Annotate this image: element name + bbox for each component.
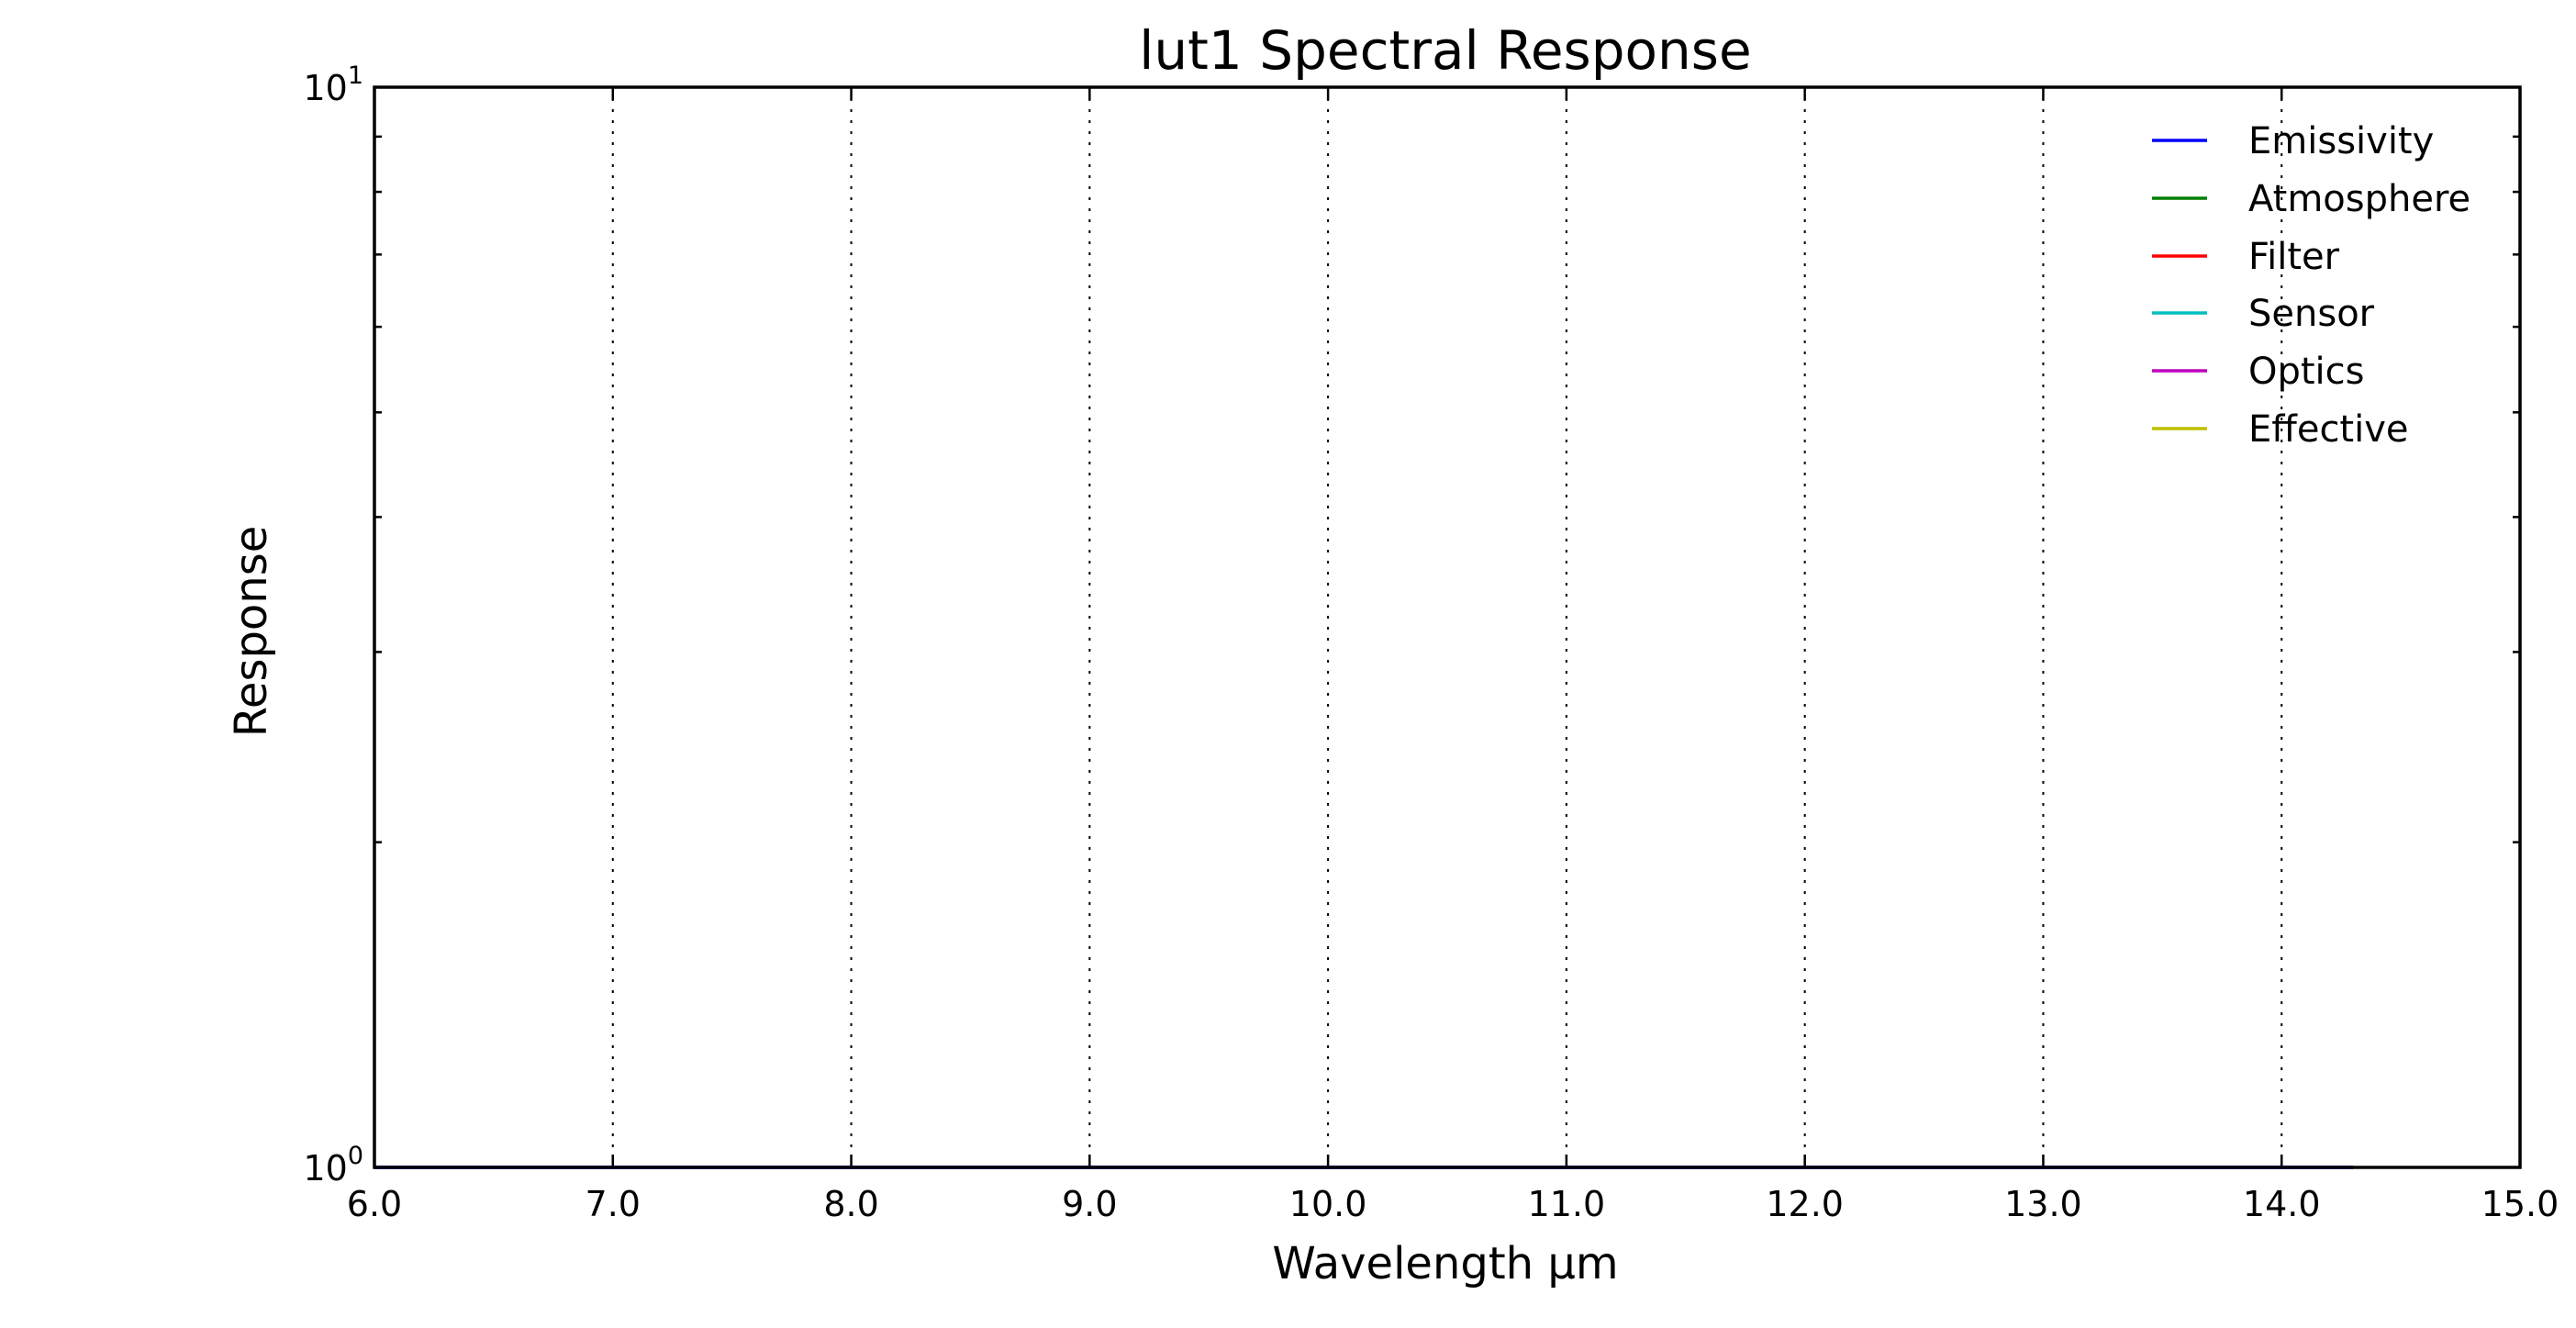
legend-label: Effective bbox=[2248, 408, 2409, 451]
major-ticks bbox=[373, 85, 2522, 1169]
x-tick-label: 13.0 bbox=[2004, 1184, 2082, 1224]
plot-frame bbox=[373, 85, 2522, 1169]
x-tick-labels: 6.0 7.0 8.0 9.0 10.0 11.0 12.0 13.0 14.0 15.0 bbox=[347, 1184, 2559, 1224]
y-tick-labels: 100 101 bbox=[303, 61, 363, 1189]
legend-label: Filter bbox=[2248, 236, 2340, 278]
y-tick-label: 100 bbox=[303, 1142, 363, 1189]
x-tick-label: 10.0 bbox=[1289, 1184, 1367, 1224]
legend-label: Sensor bbox=[2248, 293, 2375, 335]
x-tick-label: 11.0 bbox=[1528, 1184, 1606, 1224]
x-tick-label: 15.0 bbox=[2481, 1184, 2559, 1224]
legend-label: Optics bbox=[2248, 351, 2365, 393]
x-tick-label: 6.0 bbox=[347, 1184, 402, 1224]
grid-lines bbox=[611, 87, 2283, 1167]
x-tick-label: 8.0 bbox=[823, 1184, 878, 1224]
legend-label: Atmosphere bbox=[2248, 178, 2470, 220]
minor-y-ticks bbox=[374, 135, 2520, 843]
legend: Emissivity Atmosphere Filter Sensor Optics Ef… bbox=[2152, 120, 2470, 451]
x-tick-label: 9.0 bbox=[1062, 1184, 1117, 1224]
y-tick-label: 101 bbox=[303, 61, 363, 108]
y-axis-label: Response bbox=[226, 526, 277, 738]
chart-title: lut1 Spectral Response bbox=[1139, 19, 1751, 82]
x-tick-label: 14.0 bbox=[2243, 1184, 2321, 1224]
legend-label: Emissivity bbox=[2248, 120, 2434, 162]
x-tick-label: 7.0 bbox=[585, 1184, 641, 1224]
x-axis-label: Wavelength μm bbox=[1272, 1238, 1618, 1289]
x-tick-label: 12.0 bbox=[1766, 1184, 1844, 1224]
